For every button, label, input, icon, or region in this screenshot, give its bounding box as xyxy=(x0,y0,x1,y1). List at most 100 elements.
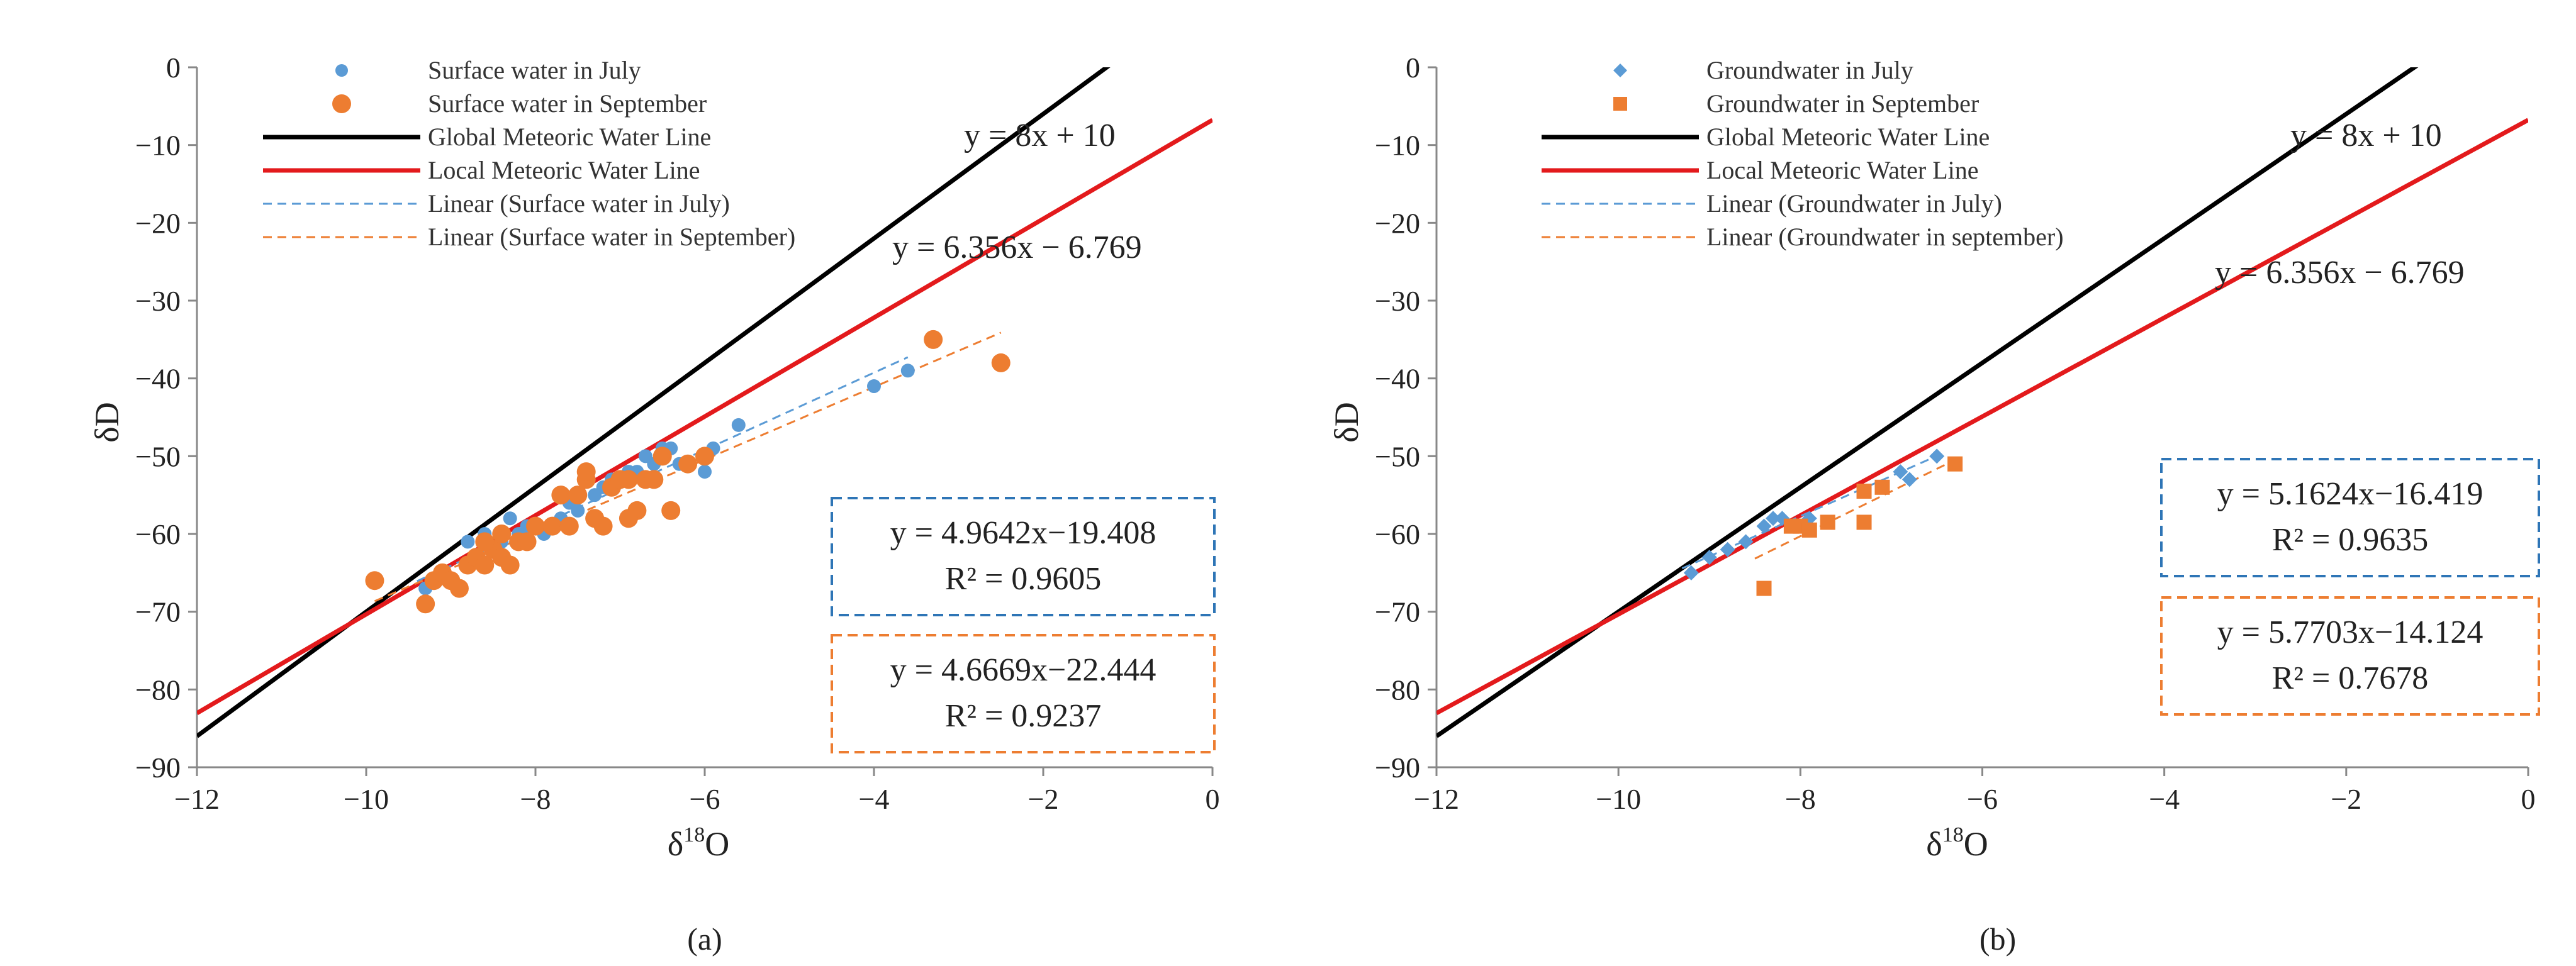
data-point xyxy=(1901,472,1917,487)
data-point xyxy=(475,555,495,575)
y-tick-label: −30 xyxy=(135,285,181,317)
data-point xyxy=(492,525,512,543)
x-tick-label: −2 xyxy=(1028,783,1059,815)
y-tick-label: −20 xyxy=(135,207,181,239)
data-point xyxy=(731,418,746,432)
data-point xyxy=(551,486,571,505)
y-tick-label: −10 xyxy=(135,130,181,162)
data-point xyxy=(1683,565,1699,580)
data-point xyxy=(661,501,681,520)
y-tick-label: −70 xyxy=(135,596,181,628)
fit-r2-july: R² = 0.9635 xyxy=(2272,522,2429,558)
data-point xyxy=(1893,464,1908,480)
data-point xyxy=(991,353,1011,372)
fit-equation-july: y = 4.9642x−19.408 xyxy=(890,515,1156,551)
data-point xyxy=(365,571,384,591)
line-local-meteoric-water-line xyxy=(197,118,1212,715)
data-point xyxy=(416,594,435,614)
x-axis-label-part: δ xyxy=(1926,825,1942,863)
data-point xyxy=(1756,580,1772,596)
data-point xyxy=(678,454,698,474)
y-tick-label: 0 xyxy=(1406,52,1420,84)
series-0 xyxy=(1683,448,1945,580)
legend-label: Linear (Surface water in July) xyxy=(428,189,730,218)
lmwl-equation: y = 6.356x − 6.769 xyxy=(892,230,1142,265)
data-point xyxy=(475,532,495,552)
data-point xyxy=(1720,541,1735,557)
x-tick-label: −10 xyxy=(1596,783,1641,815)
y-tick-label: −60 xyxy=(1375,518,1420,550)
fit-r2-july: R² = 0.9605 xyxy=(945,561,1102,597)
data-point xyxy=(652,447,672,466)
x-axis-label: δ18O xyxy=(668,823,729,863)
data-point xyxy=(1820,514,1835,530)
legend-label: Groundwater in September xyxy=(1706,89,1979,118)
panel-caption: (b) xyxy=(1980,921,2016,957)
x-tick-label: −4 xyxy=(2149,783,2180,815)
data-point xyxy=(619,470,638,489)
x-tick-label: −12 xyxy=(1414,783,1459,815)
chart-panel-b: 0−10−20−30−40−50−60−70−80−90−12 −10 −8 −6 −4… xyxy=(1328,52,2540,957)
y-tick-label: −80 xyxy=(1375,674,1420,706)
legend-marker xyxy=(1613,64,1627,77)
legend-label: Surface water in July xyxy=(428,56,641,84)
data-point xyxy=(1856,483,1872,499)
x-tick-label: −8 xyxy=(520,783,551,815)
data-point xyxy=(1738,534,1754,550)
fit-r2-september: R² = 0.9237 xyxy=(945,698,1102,734)
data-point xyxy=(619,509,638,528)
legend-marker xyxy=(332,94,351,113)
y-tick-label: −40 xyxy=(135,363,181,395)
data-point xyxy=(900,364,915,378)
data-point xyxy=(698,465,712,479)
line-local-meteoric-water-line xyxy=(1436,118,2528,716)
fit-equation-september: y = 4.6669x−22.444 xyxy=(890,652,1156,688)
legend-label: Local Meteoric Water Line xyxy=(428,156,700,184)
fit-equation-september: y = 5.7703x−14.124 xyxy=(2217,614,2484,650)
fit-box-orange xyxy=(2160,596,2540,716)
y-tick-label: −70 xyxy=(1375,596,1420,628)
y-tick-label: −40 xyxy=(1375,363,1420,395)
data-point xyxy=(503,511,517,526)
x-tick-label: 0 xyxy=(2521,783,2536,815)
x-axis-label-sup: 18 xyxy=(683,823,705,847)
x-axis-label-part: δ xyxy=(668,825,683,863)
gmwl-equation: y = 8x + 10 xyxy=(2290,118,2442,153)
data-point xyxy=(1856,514,1872,530)
fit-box-blue xyxy=(831,497,1216,616)
data-point xyxy=(1801,522,1817,538)
x-tick-label: −2 xyxy=(2331,783,2361,815)
data-point xyxy=(571,503,585,518)
data-point xyxy=(1874,479,1890,495)
data-point xyxy=(1701,550,1717,565)
data-point xyxy=(500,555,520,575)
panel-caption: (a) xyxy=(687,921,722,957)
y-tick-label: 0 xyxy=(166,52,181,84)
data-point xyxy=(449,579,469,598)
x-tick-label: −12 xyxy=(174,783,220,815)
data-point xyxy=(593,516,613,536)
y-tick-label: −80 xyxy=(135,674,181,706)
x-tick-label: −8 xyxy=(1785,783,1816,815)
series-1 xyxy=(1756,456,1963,596)
y-tick-label: −90 xyxy=(1375,752,1420,784)
y-tick-label: −10 xyxy=(1375,130,1420,162)
fit-box-blue xyxy=(2160,458,2540,577)
data-point xyxy=(576,462,596,482)
line-global-meteoric-water-line xyxy=(197,67,1111,738)
series-1 xyxy=(365,330,1011,614)
data-point xyxy=(1756,518,1772,534)
y-tick-label: −50 xyxy=(135,440,181,472)
legend-label: Local Meteoric Water Line xyxy=(1706,156,1979,184)
data-point xyxy=(461,535,475,549)
data-point xyxy=(867,379,881,394)
data-point xyxy=(542,516,562,536)
data-point xyxy=(517,532,537,552)
y-tick-label: −60 xyxy=(135,518,181,550)
y-axis-label: δD xyxy=(1328,402,1365,442)
x-tick-label: 0 xyxy=(1206,783,1220,815)
data-point xyxy=(526,516,545,536)
gmwl-equation: y = 8x + 10 xyxy=(964,118,1116,153)
y-tick-label: −90 xyxy=(135,752,181,784)
